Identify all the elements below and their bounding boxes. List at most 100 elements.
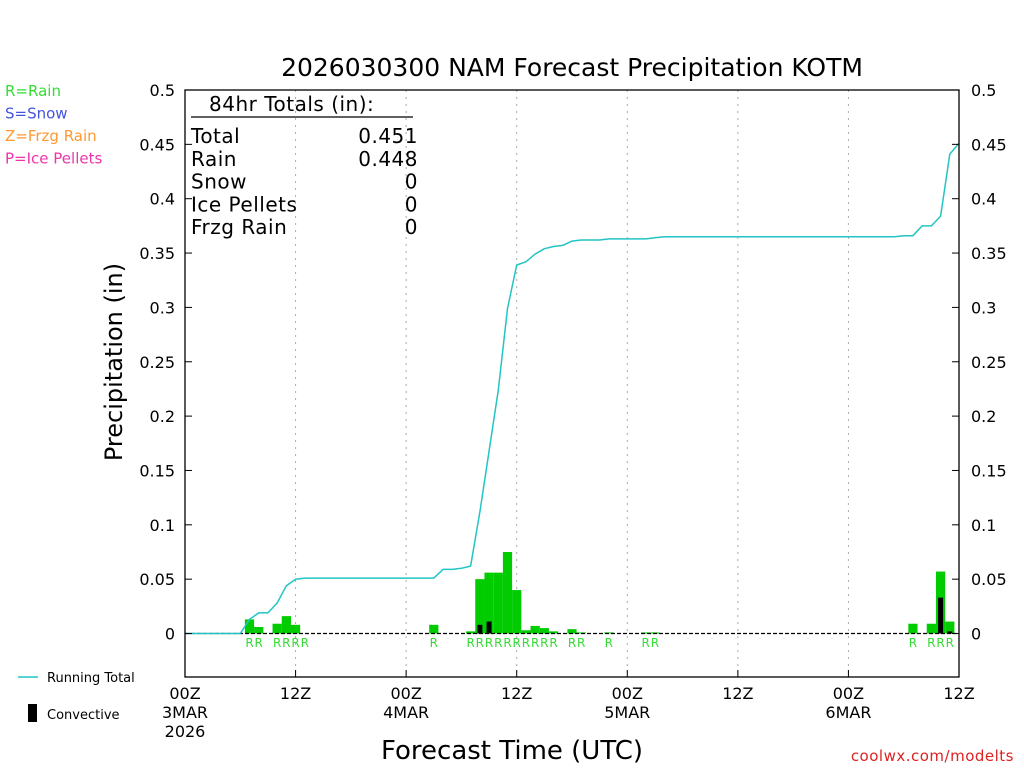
rain-bar: [567, 629, 577, 634]
precip-type-label: R: [540, 636, 548, 650]
y-axis-left: 0 0.05 0.1 0.15 0.2 0.25 0.3 0.35 0.4 0.45 0.5: [139, 81, 192, 644]
y-tick-label: 0.45: [139, 135, 175, 154]
y-tick-label: 0.25: [971, 353, 1007, 372]
rain-bar: [539, 628, 549, 634]
y-tick-label: 0.15: [139, 461, 175, 480]
totals-row-label: Frzg Rain: [191, 215, 287, 239]
convective-bar: [947, 631, 953, 634]
totals-box: 84hr Totals (in): Total 0.451 Rain 0.448 Snow…: [190, 92, 418, 239]
y-tick-label: 0.35: [139, 244, 175, 263]
rain-bar: [908, 623, 918, 634]
precip-type-label: R: [291, 636, 299, 650]
y-tick-label: 0.25: [139, 353, 175, 372]
precip-type-label: R: [273, 636, 281, 650]
y-tick-label: 0.5: [971, 81, 996, 100]
convective-legend-swatch: [28, 704, 37, 722]
bars-layer: [185, 551, 959, 635]
rain-bar: [926, 623, 936, 634]
credit-text: coolwx.com/modelts: [851, 747, 1014, 765]
precip-type-label: R: [513, 636, 521, 650]
x-tick-label: 4MAR: [383, 703, 429, 722]
totals-row-label: Rain: [191, 147, 237, 171]
convective-bar: [477, 624, 483, 634]
precip-type-label: R: [466, 636, 474, 650]
convective-bar: [486, 621, 492, 634]
y-tick-label: 0.15: [971, 461, 1007, 480]
precip-type-label: R: [494, 636, 502, 650]
x-tick-label: 12Z: [501, 684, 532, 703]
rain-bar: [254, 626, 264, 634]
y-tick-label: 0.3: [971, 298, 996, 317]
plot-frame: [184, 89, 960, 678]
rain-bar: [272, 623, 282, 634]
y-tick-label: 0: [165, 625, 175, 644]
x-tick-label: 00Z: [612, 684, 643, 703]
x-tick-label: 12Z: [943, 684, 974, 703]
rain-bar: [548, 631, 559, 634]
running-total-line: [185, 142, 960, 635]
rain-bar: [502, 551, 513, 634]
running-total-legend-label: Running Total: [47, 671, 135, 686]
x-tick-label: 12Z: [280, 684, 311, 703]
convective-legend-label: Convective: [47, 708, 120, 723]
totals-header: 84hr Totals (in):: [209, 92, 374, 116]
y-tick-label: 0.05: [971, 570, 1007, 589]
rain-bar: [530, 625, 540, 634]
y-tick-label: 0.3: [150, 298, 175, 317]
precip-type-label: R: [936, 636, 944, 650]
series-legend: Running Total Convective: [18, 671, 135, 723]
x-tick-label: 3MAR: [162, 703, 208, 722]
precip-type-label: R: [255, 636, 263, 650]
totals-row-value: 0.448: [358, 147, 418, 171]
rain-bar: [244, 619, 255, 634]
precip-type-label: R: [909, 636, 917, 650]
totals-row-value: 0: [405, 192, 418, 216]
precip-type-label: R: [568, 636, 576, 650]
precip-type-legend: R=Rain S=Snow Z=Frzg Rain P=Ice Pellets: [5, 82, 102, 168]
rain-bar: [493, 572, 503, 634]
totals-row-value: 0: [405, 215, 418, 239]
totals-row-label: Snow: [191, 170, 247, 194]
rain-bar: [484, 572, 494, 634]
line-layer: [185, 142, 960, 635]
convective-bar: [938, 597, 944, 634]
type-legend-entry: S=Snow: [5, 105, 68, 123]
type-legend-entry: P=Ice Pellets: [5, 150, 102, 168]
totals-row-value: 0: [405, 170, 418, 194]
rain-bar: [641, 632, 651, 634]
precip-type-label: R: [549, 636, 557, 650]
precip-type-label: R: [531, 636, 539, 650]
y-tick-label: 0.1: [971, 516, 996, 535]
precip-type-label: R: [577, 636, 585, 650]
y-tick-label: 0.1: [150, 516, 175, 535]
x-tick-label: 00Z: [390, 684, 421, 703]
chart-title: 2026030300 NAM Forecast Precipitation KO…: [281, 53, 863, 82]
rain-bar: [281, 616, 291, 634]
y-tick-label: 0.2: [150, 407, 175, 426]
precip-type-label: R: [485, 636, 493, 650]
x-tick-label: 6MAR: [825, 703, 871, 722]
precip-type-label: R: [245, 636, 253, 650]
rain-bar: [521, 630, 531, 634]
totals-row-label: Ice Pellets: [191, 192, 297, 216]
rain-bar: [290, 624, 301, 634]
y-axis-label: Precipitation (in): [100, 263, 128, 461]
type-legend-entry: R=Rain: [5, 82, 61, 100]
precip-type-label: R: [946, 636, 954, 650]
precip-type-label: R: [430, 636, 438, 650]
y-tick-label: 0.4: [971, 190, 996, 209]
y-tick-label: 0.45: [971, 135, 1007, 154]
x-tick-label: 00Z: [169, 684, 200, 703]
x-tick-label: 2026: [165, 722, 206, 741]
rain-bar: [466, 631, 476, 634]
precip-type-label: R: [522, 636, 530, 650]
precip-type-label: R: [927, 636, 935, 650]
y-axis-right: 0 0.05 0.1 0.15 0.2 0.25 0.3 0.35 0.4 0.45 0.5: [952, 81, 1007, 644]
precip-type-label: R: [605, 636, 613, 650]
x-tick-label: 12Z: [722, 684, 753, 703]
precip-type-label: R: [301, 636, 309, 650]
precip-type-label: R: [642, 636, 650, 650]
type-legend-entry: Z=Frzg Rain: [5, 127, 97, 145]
